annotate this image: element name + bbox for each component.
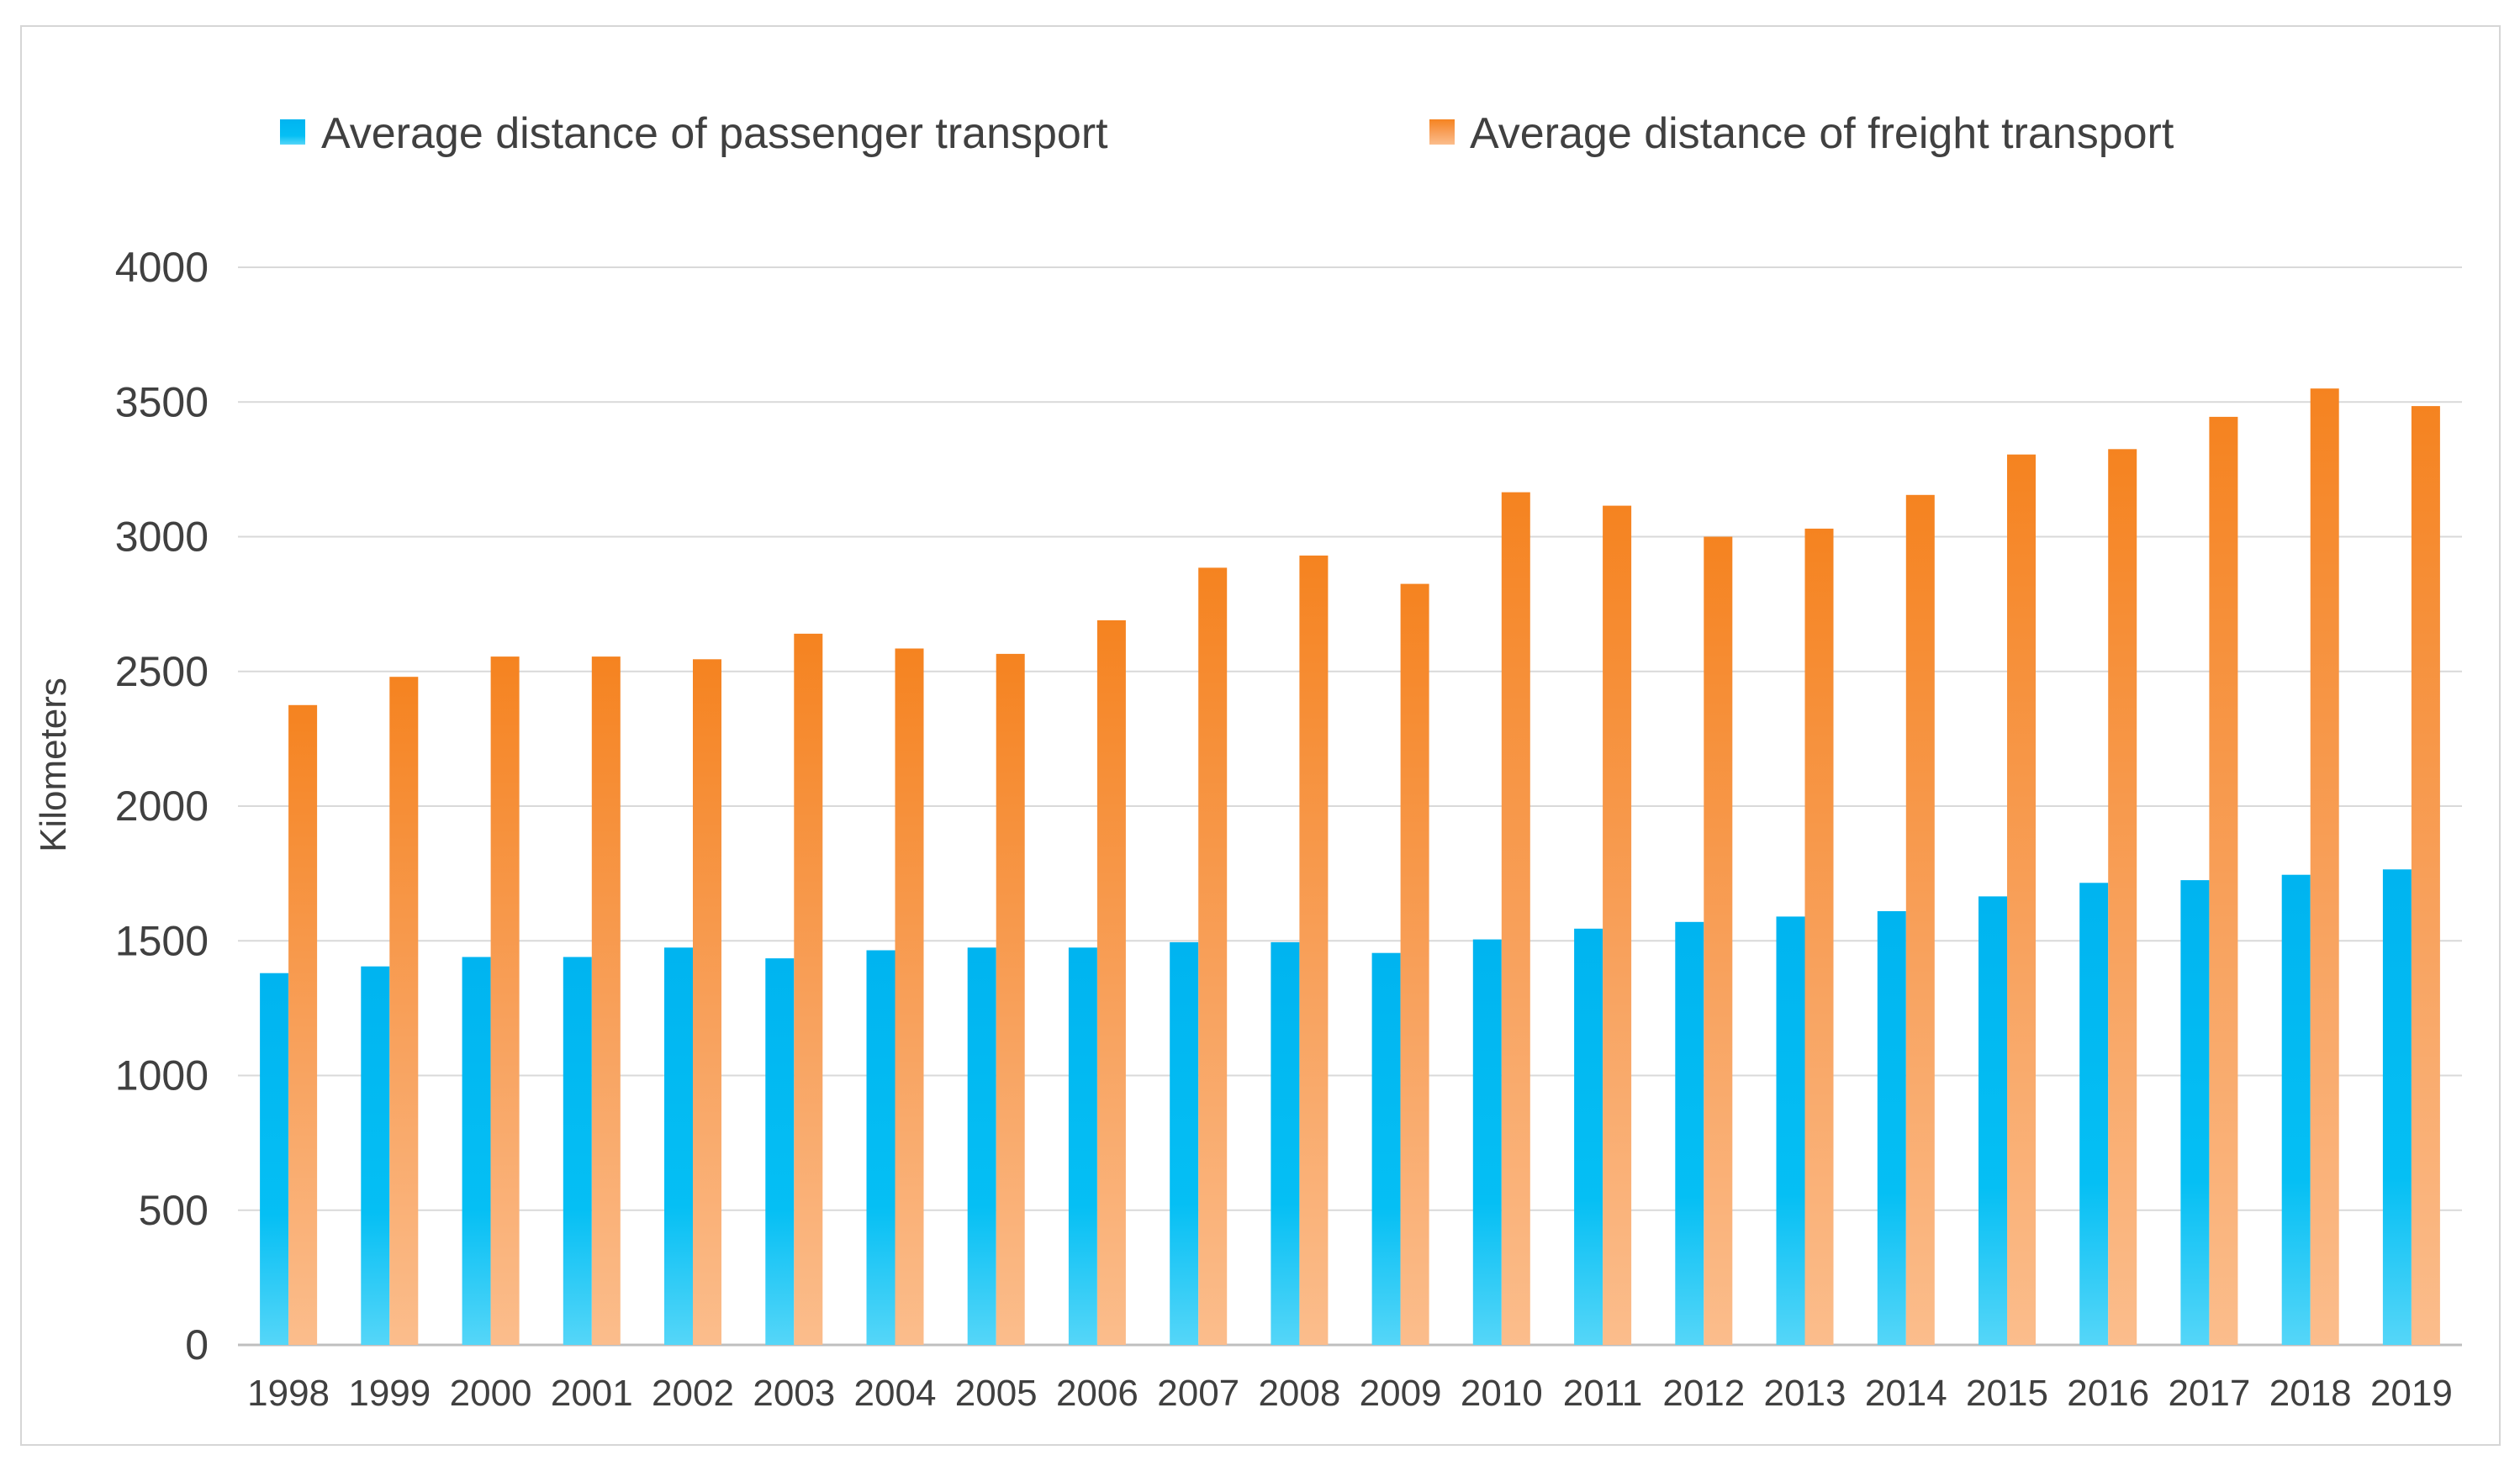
bar-passenger-2008 <box>1271 941 1300 1345</box>
x-tick-label: 2015 <box>1966 1373 2048 1414</box>
x-tick-label: 2004 <box>854 1373 937 1414</box>
x-tick-label: 2007 <box>1157 1373 1239 1414</box>
y-tick-label: 1500 <box>115 917 209 964</box>
legend-swatch-passenger <box>280 119 305 145</box>
bar-freight-2010 <box>1501 492 1530 1345</box>
y-tick-label: 3000 <box>115 514 209 561</box>
bar-passenger-2004 <box>866 950 895 1345</box>
bar-passenger-2005 <box>967 947 996 1345</box>
y-tick-label: 1000 <box>115 1052 209 1099</box>
legend: Average distance of passenger transport … <box>280 109 2174 158</box>
x-tick-label: 2014 <box>1865 1373 1947 1414</box>
bar-passenger-2016 <box>2079 883 2109 1345</box>
bar-freight-2012 <box>1704 536 1733 1345</box>
bar-passenger-1998 <box>260 973 289 1345</box>
x-tick-label: 2000 <box>450 1373 532 1414</box>
y-axis-ticks: 0 500 1000 1500 2000 2500 3000 3500 4000 <box>115 244 209 1368</box>
bar-passenger-2012 <box>1675 921 1704 1345</box>
x-tick-label: 2001 <box>551 1373 633 1414</box>
bar-freight-2001 <box>591 656 621 1345</box>
bar-passenger-1999 <box>361 966 390 1345</box>
bar-freight-2016 <box>2108 449 2137 1345</box>
bar-passenger-2018 <box>2281 874 2311 1345</box>
y-axis-title: Kilometers <box>33 678 74 852</box>
x-tick-label: 2012 <box>1662 1373 1745 1414</box>
bar-freight-2011 <box>1603 505 1632 1345</box>
x-tick-label: 1999 <box>348 1373 431 1414</box>
legend-label-freight: Average distance of freight transport <box>1470 109 2174 158</box>
x-tick-label: 2016 <box>2067 1373 2149 1414</box>
x-tick-label: 2002 <box>652 1373 734 1414</box>
bar-freight-2008 <box>1299 555 1329 1345</box>
bar-passenger-2014 <box>1877 911 1906 1345</box>
bar-freight-2017 <box>2209 416 2238 1345</box>
bar-freight-1999 <box>389 677 419 1345</box>
x-tick-label: 2009 <box>1360 1373 1442 1414</box>
bar-freight-2000 <box>490 656 520 1345</box>
bar-passenger-2010 <box>1472 939 1502 1345</box>
x-tick-label: 2006 <box>1056 1373 1138 1414</box>
x-tick-label: 2010 <box>1461 1373 1543 1414</box>
x-tick-label: 2013 <box>1764 1373 1846 1414</box>
bar-freight-2005 <box>996 653 1025 1345</box>
y-tick-label: 3500 <box>115 378 209 425</box>
bar-freight-2009 <box>1400 583 1429 1345</box>
y-tick-label: 500 <box>139 1187 209 1234</box>
bar-freight-2019 <box>2411 406 2440 1346</box>
bar-freight-2015 <box>2007 454 2036 1346</box>
y-tick-label: 0 <box>185 1321 209 1368</box>
bar-freight-2014 <box>1905 494 1935 1345</box>
y-tick-label: 2500 <box>115 648 209 695</box>
bar-passenger-2009 <box>1371 952 1401 1345</box>
bar-freight-2013 <box>1804 528 1834 1345</box>
bar-freight-2006 <box>1096 620 1126 1345</box>
bars <box>260 388 2440 1346</box>
y-tick-label: 4000 <box>115 244 209 291</box>
bar-freight-2007 <box>1198 567 1228 1345</box>
bar-passenger-2019 <box>2382 869 2412 1345</box>
legend-swatch-freight <box>1429 119 1455 145</box>
bar-freight-2002 <box>693 659 721 1345</box>
bar-freight-1998 <box>288 704 318 1345</box>
bar-passenger-2006 <box>1068 947 1097 1345</box>
bar-freight-2004 <box>895 648 924 1345</box>
x-tick-label: 2003 <box>753 1373 835 1414</box>
x-tick-label: 1998 <box>247 1373 330 1414</box>
bar-passenger-2000 <box>462 957 491 1345</box>
bar-passenger-2001 <box>563 957 592 1345</box>
x-tick-label: 2017 <box>2168 1373 2250 1414</box>
bar-passenger-2015 <box>1978 896 2007 1345</box>
x-tick-label: 2019 <box>2370 1373 2453 1414</box>
x-tick-label: 2008 <box>1258 1373 1340 1414</box>
bar-passenger-2007 <box>1170 941 1199 1345</box>
bar-passenger-2017 <box>2180 880 2210 1345</box>
bar-passenger-2011 <box>1574 928 1603 1345</box>
legend-label-passenger: Average distance of passenger transport <box>321 109 1108 158</box>
x-tick-label: 2011 <box>1563 1373 1643 1414</box>
x-axis-ticks: 1998 1999 2000 2001 2002 2003 2004 2005 2006 2007… <box>247 1373 2453 1414</box>
bar-passenger-2003 <box>765 958 795 1345</box>
bar-passenger-2013 <box>1776 916 1805 1345</box>
bar-passenger-2002 <box>664 947 693 1345</box>
y-tick-label: 2000 <box>115 783 209 830</box>
bar-freight-2003 <box>794 633 823 1345</box>
x-tick-label: 2018 <box>2269 1373 2352 1414</box>
x-tick-label: 2005 <box>955 1373 1038 1414</box>
bar-freight-2018 <box>2310 388 2339 1346</box>
